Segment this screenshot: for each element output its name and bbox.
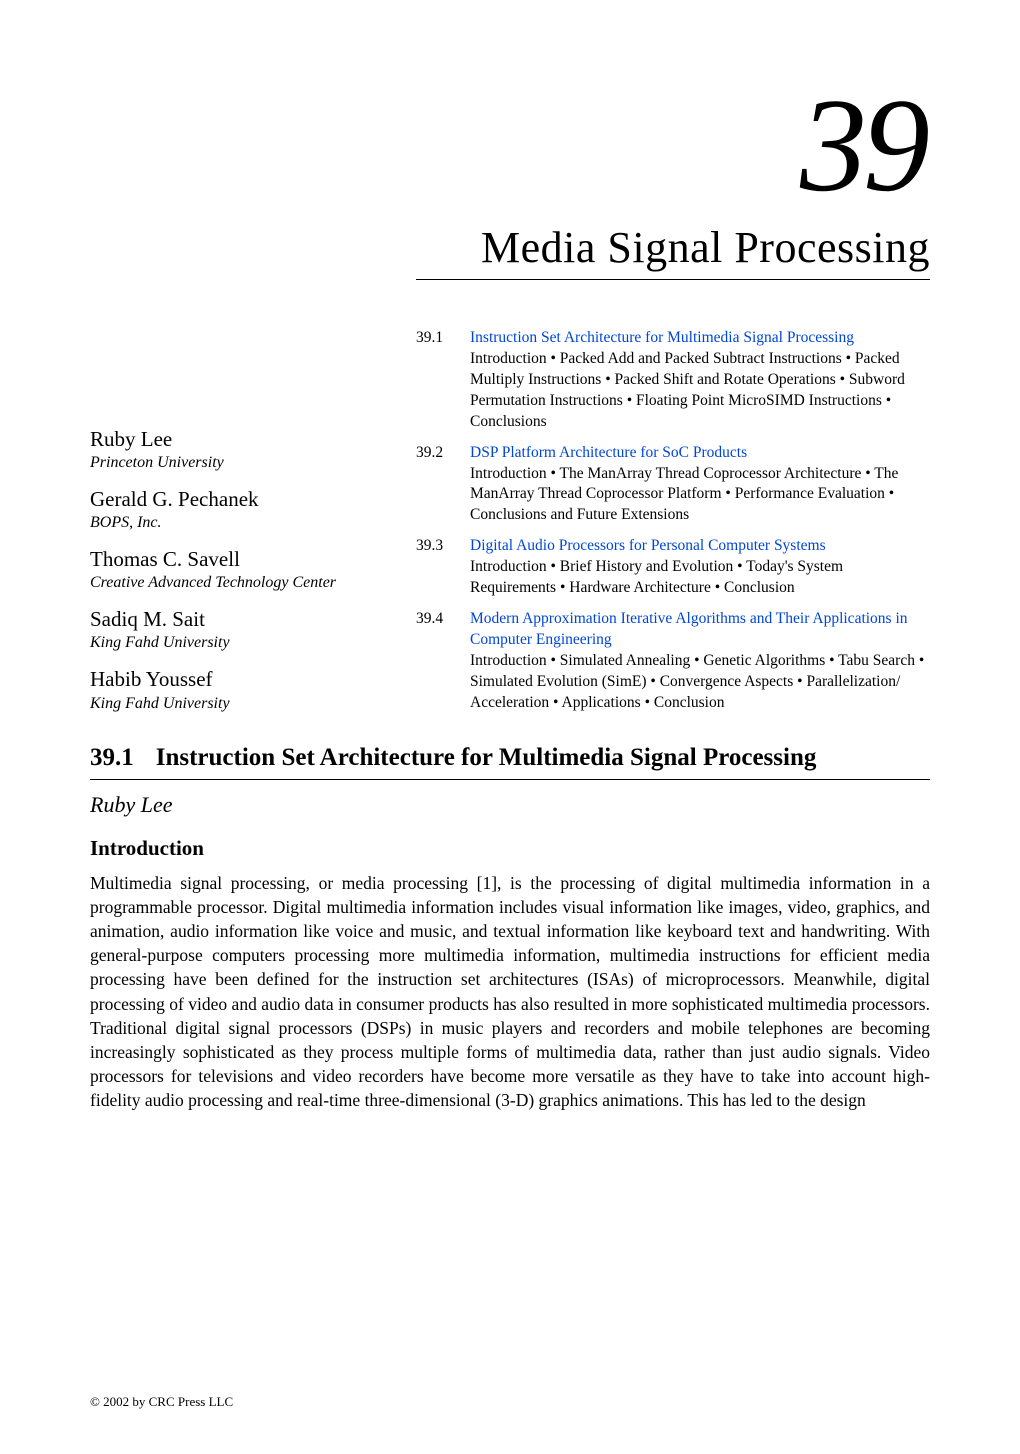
authors-column: Ruby Lee Princeton University Gerald G. … xyxy=(90,427,388,714)
author-name: Thomas C. Savell xyxy=(90,547,388,572)
section-subheading: Introduction xyxy=(90,836,930,861)
title-rule xyxy=(416,279,930,280)
author-name: Gerald G. Pechanek xyxy=(90,487,388,512)
section-title: Instruction Set Architecture for Multime… xyxy=(156,742,930,773)
toc-entry: 39.4 Modern Approximation Iterative Algo… xyxy=(416,609,930,714)
copyright-footer: © 2002 by CRC Press LLC xyxy=(90,1394,233,1410)
author-block: Thomas C. Savell Creative Advanced Techn… xyxy=(90,547,388,593)
toc-number: 39.4 xyxy=(416,609,470,714)
author-affiliation: BOPS, Inc. xyxy=(90,513,388,533)
toc-number: 39.2 xyxy=(416,443,470,527)
toc-number: 39.3 xyxy=(416,536,470,599)
toc-link[interactable]: Instruction Set Architecture for Multime… xyxy=(470,329,854,346)
author-block: Ruby Lee Princeton University xyxy=(90,427,388,473)
toc-subtopics: Introduction • Simulated Annealing • Gen… xyxy=(470,652,924,711)
chapter-number: 39 xyxy=(90,78,930,212)
author-name: Ruby Lee xyxy=(90,427,388,452)
toc-number: 39.1 xyxy=(416,328,470,433)
toc-link[interactable]: Digital Audio Processors for Personal Co… xyxy=(470,537,826,554)
toc-link[interactable]: DSP Platform Architecture for SoC Produc… xyxy=(470,444,747,461)
author-affiliation: King Fahd University xyxy=(90,694,388,714)
section-rule xyxy=(90,779,930,780)
toc-subtopics: Introduction • Packed Add and Packed Sub… xyxy=(470,350,905,430)
body-paragraph: Multimedia signal processing, or media p… xyxy=(90,871,930,1112)
author-affiliation: Creative Advanced Technology Center xyxy=(90,573,388,593)
author-affiliation: King Fahd University xyxy=(90,633,388,653)
author-block: Habib Youssef King Fahd University xyxy=(90,667,388,713)
toc-area: Ruby Lee Princeton University Gerald G. … xyxy=(90,328,930,714)
author-affiliation: Princeton University xyxy=(90,453,388,473)
author-name: Habib Youssef xyxy=(90,667,388,692)
author-block: Gerald G. Pechanek BOPS, Inc. xyxy=(90,487,388,533)
toc-column: 39.1 Instruction Set Architecture for Mu… xyxy=(416,328,930,714)
toc-entry: 39.3 Digital Audio Processors for Person… xyxy=(416,536,930,599)
toc-entry: 39.1 Instruction Set Architecture for Mu… xyxy=(416,328,930,433)
section-number: 39.1 xyxy=(90,744,134,772)
section-heading: 39.1 Instruction Set Architecture for Mu… xyxy=(90,742,930,773)
section-author: Ruby Lee xyxy=(90,792,930,818)
chapter-title: Media Signal Processing xyxy=(90,222,930,273)
toc-link[interactable]: Modern Approximation Iterative Algorithm… xyxy=(470,610,908,648)
toc-subtopics: Introduction • Brief History and Evoluti… xyxy=(470,558,843,596)
author-name: Sadiq M. Sait xyxy=(90,607,388,632)
author-block: Sadiq M. Sait King Fahd University xyxy=(90,607,388,653)
toc-entry: 39.2 DSP Platform Architecture for SoC P… xyxy=(416,443,930,527)
toc-subtopics: Introduction • The ManArray Thread Copro… xyxy=(470,465,898,524)
